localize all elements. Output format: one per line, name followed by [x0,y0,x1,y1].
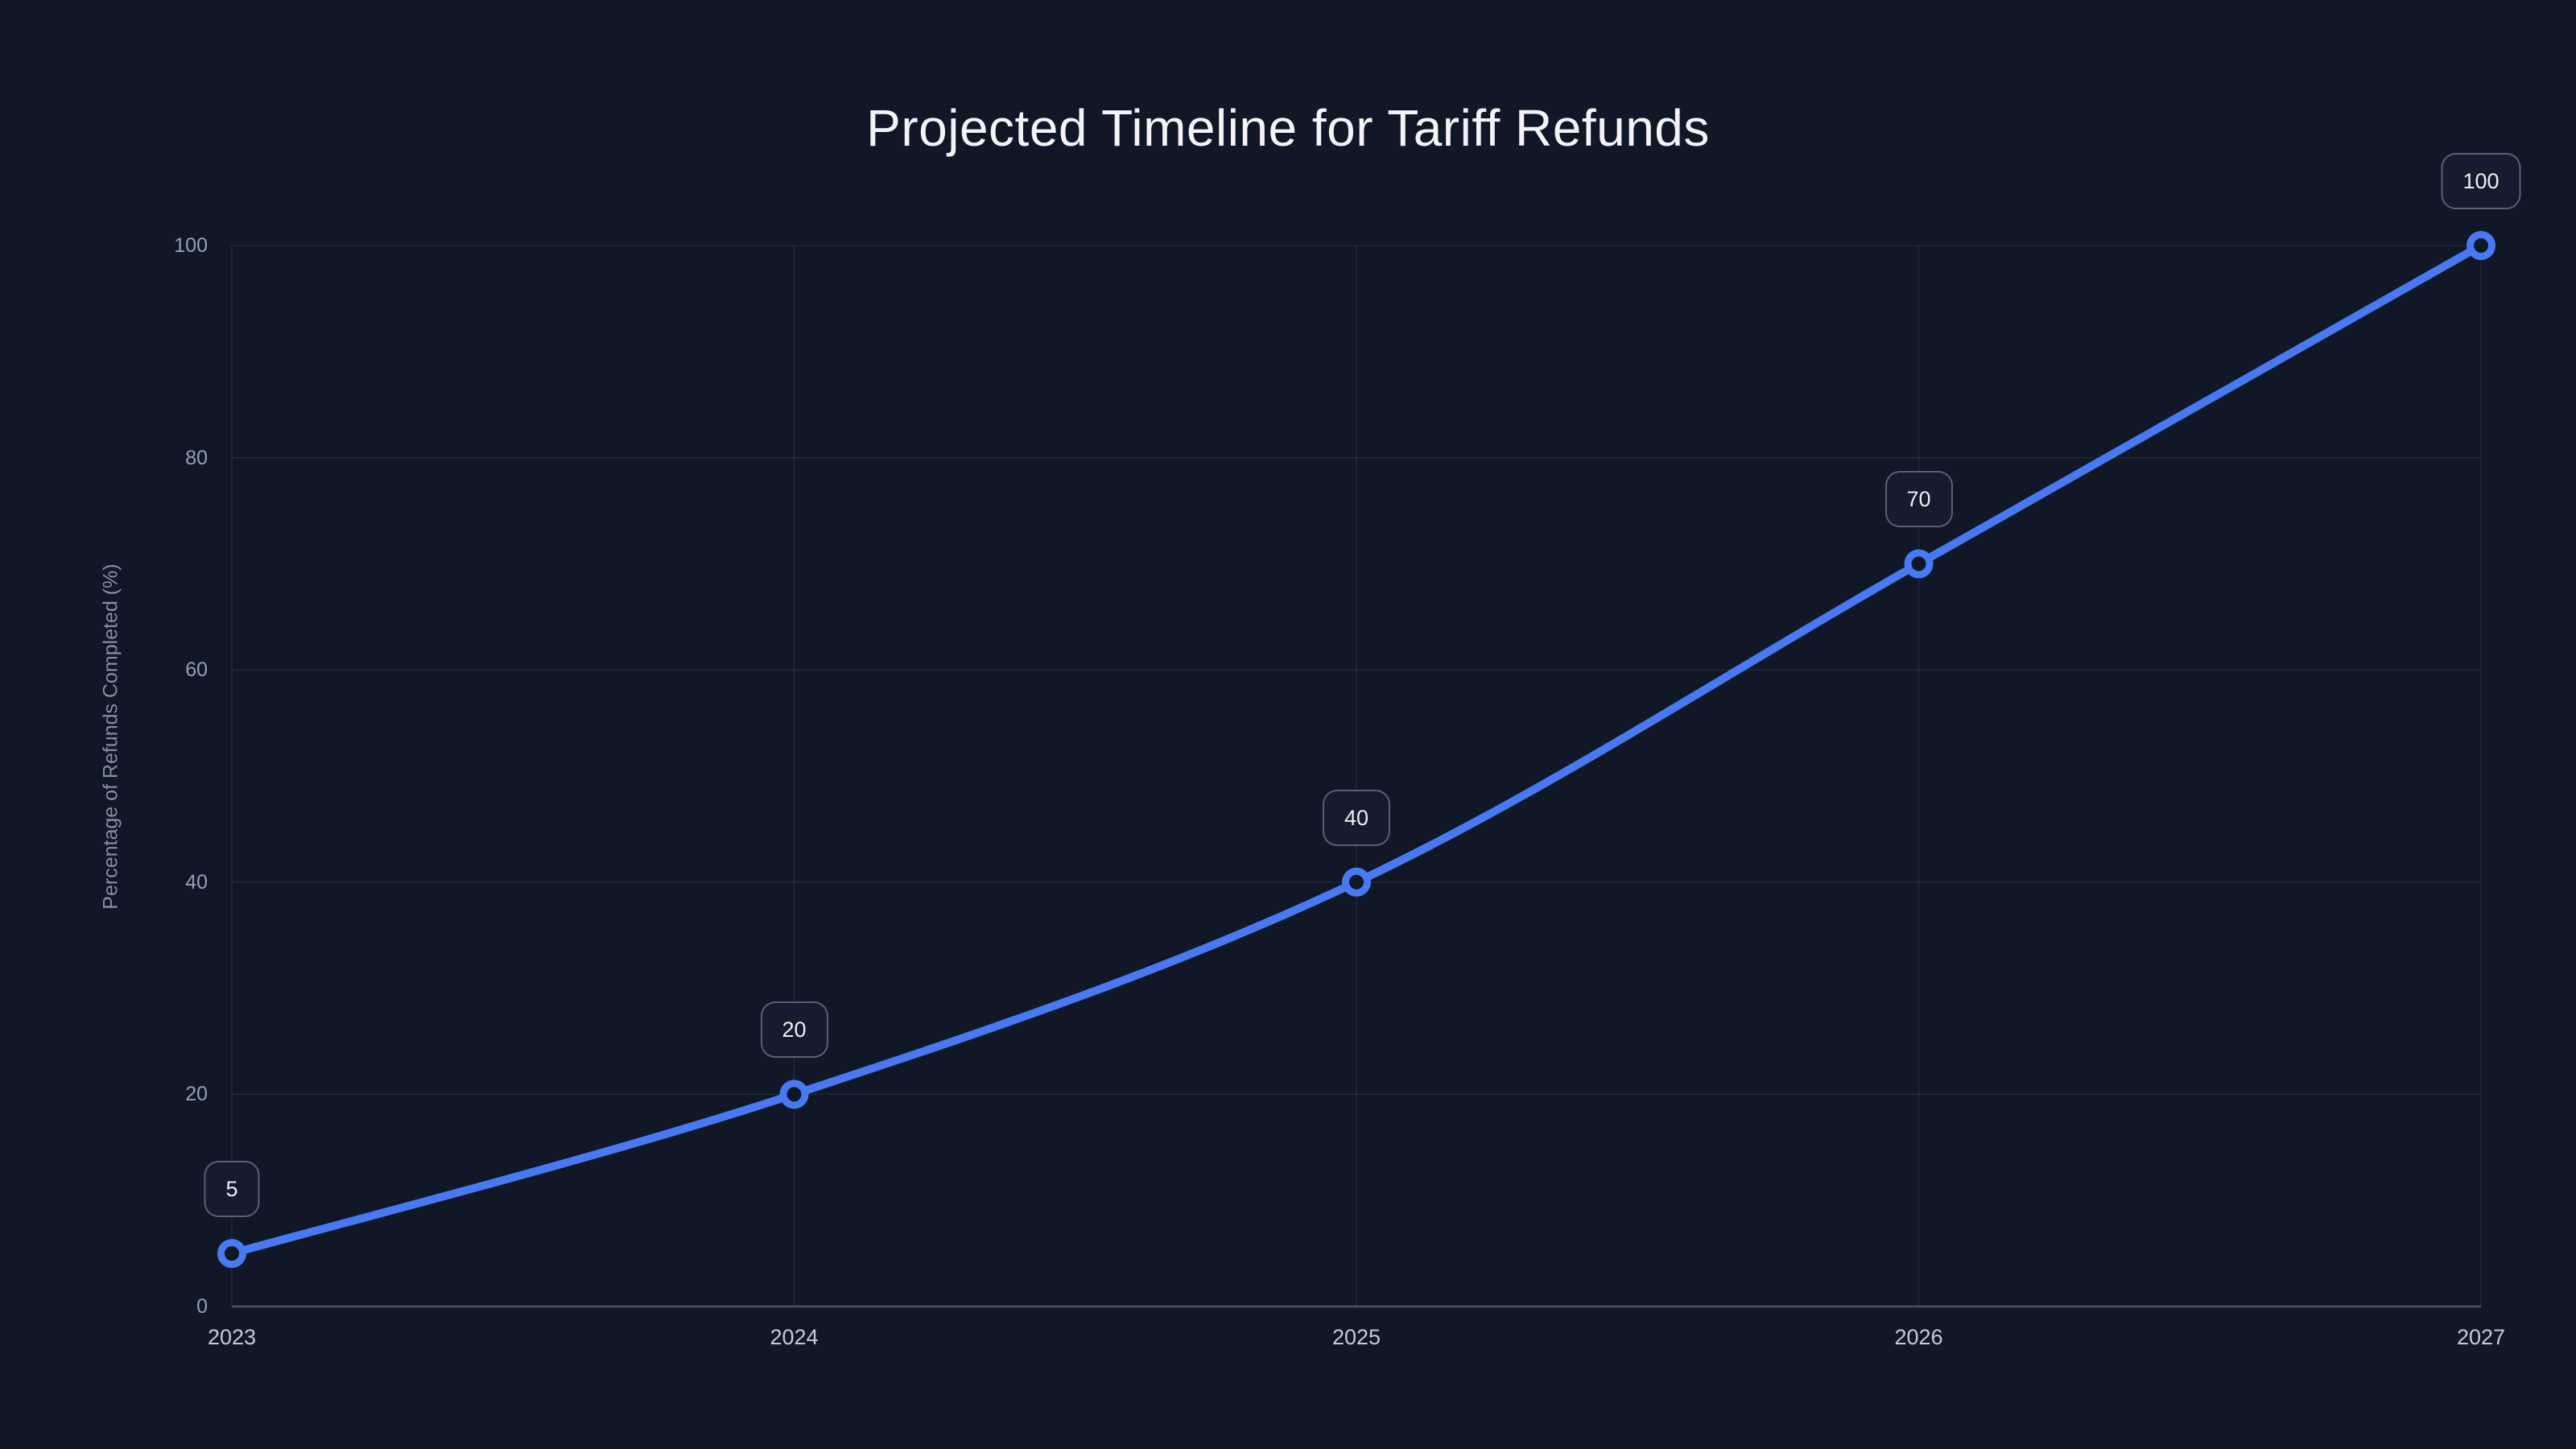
data-point-marker [217,1239,246,1269]
data-point-marker [1342,867,1371,897]
data-point-marker [2467,231,2496,260]
data-point-marker [779,1080,809,1109]
chart-title: Projected Timeline for Tariff Refunds [866,99,1710,157]
data-point-marker [1904,549,1934,579]
